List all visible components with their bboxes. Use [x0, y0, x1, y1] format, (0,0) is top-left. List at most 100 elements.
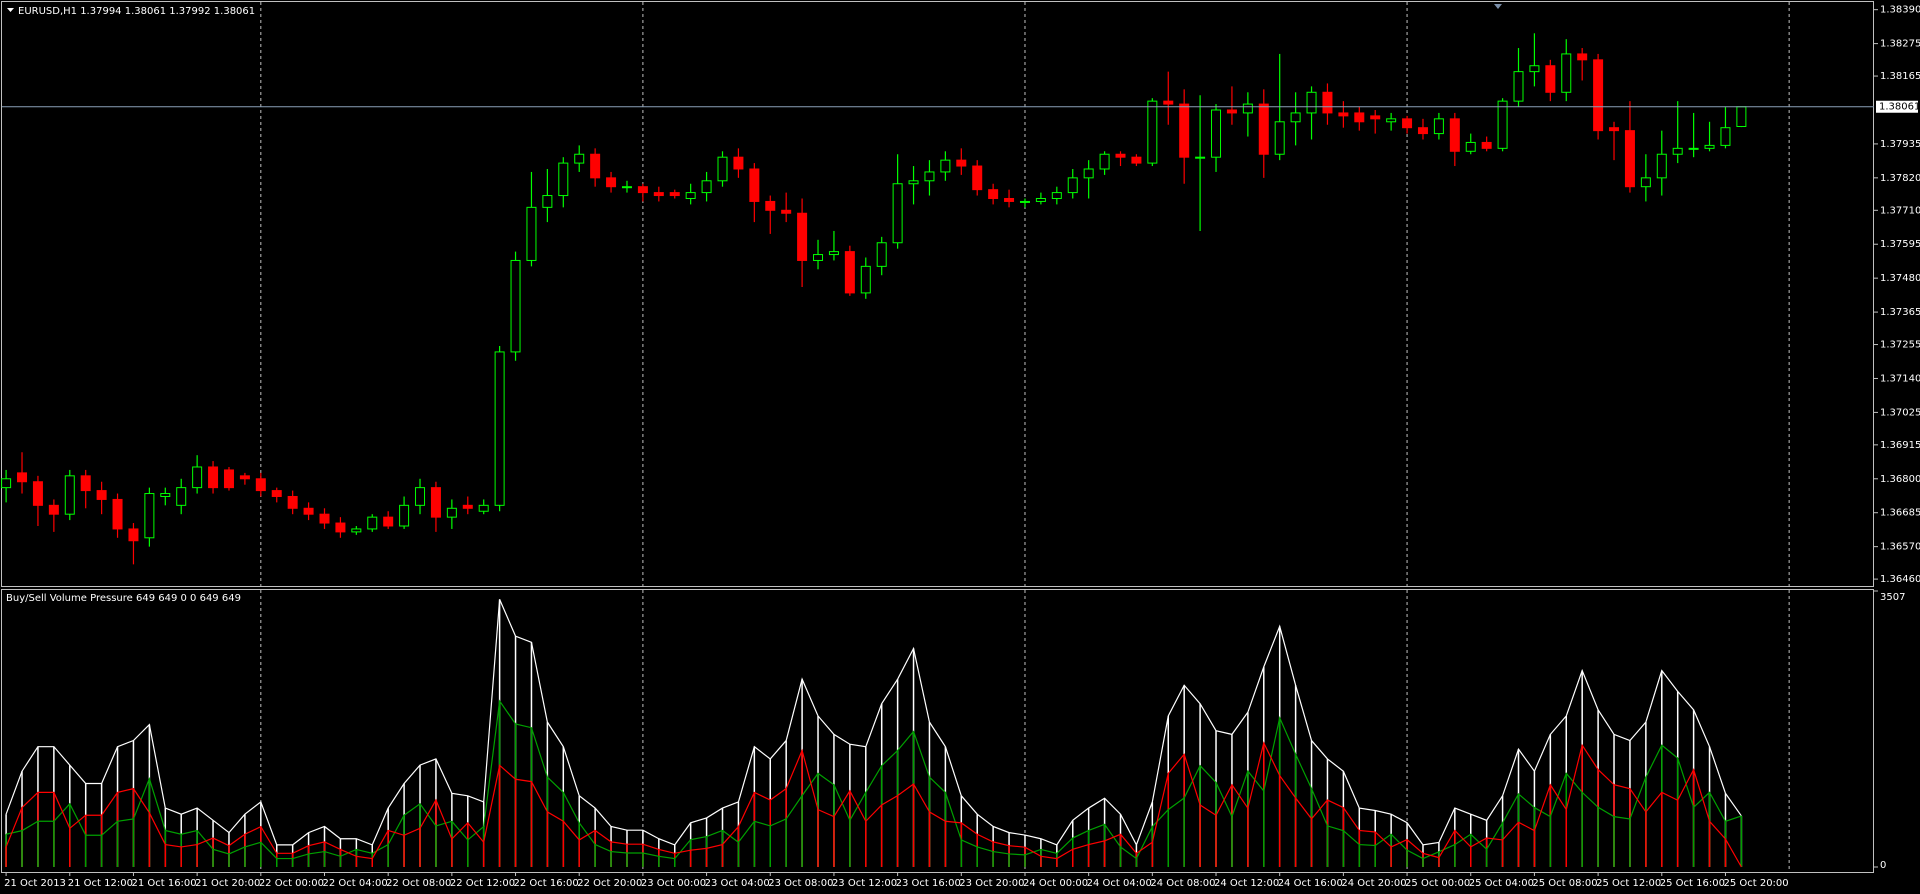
candle-body — [1067, 177, 1078, 194]
y-tick-label: 1.38275 — [1880, 39, 1920, 50]
x-tick-label: 21 Oct 20:00 — [195, 878, 260, 889]
candle-body — [1593, 59, 1604, 132]
candle-body — [1656, 153, 1667, 179]
candle-body — [1449, 118, 1460, 152]
candle-body — [988, 189, 999, 199]
volume-line — [5, 699, 1742, 860]
candle-body — [1290, 112, 1301, 123]
candle-body — [1433, 118, 1444, 135]
candle-body — [908, 180, 919, 185]
candle-body — [828, 251, 839, 256]
candle-body — [1195, 156, 1206, 159]
candle-body — [860, 265, 871, 294]
candle-body — [797, 212, 808, 261]
candle-body — [1338, 112, 1349, 117]
candle-body — [892, 183, 903, 244]
candle-body — [478, 504, 489, 512]
candle-body — [1115, 153, 1126, 158]
candle-body — [48, 504, 59, 515]
candle-body — [1035, 197, 1046, 202]
candle-body — [1640, 177, 1651, 188]
candle-body — [606, 177, 617, 188]
candle-body — [271, 490, 282, 497]
candle-body — [1322, 91, 1333, 114]
candle-body — [367, 516, 378, 530]
candle-body — [669, 192, 680, 197]
candle-body — [1577, 53, 1588, 61]
candle-body — [637, 186, 648, 194]
x-tick-label: 25 Oct 16:00 — [1660, 878, 1725, 889]
candle-body — [96, 490, 107, 500]
candle-body — [510, 259, 521, 353]
candle-body — [303, 507, 314, 515]
candle-body — [1258, 103, 1269, 155]
candle-body — [1624, 130, 1635, 188]
current-price-label: 1.38061 — [1879, 102, 1920, 113]
candle-body — [383, 516, 394, 527]
x-tick-label: 23 Oct 00:00 — [641, 878, 706, 889]
candle-body — [1083, 168, 1094, 179]
candle-body — [80, 475, 91, 492]
candle-body — [239, 475, 250, 480]
x-tick-label: 25 Oct 08:00 — [1532, 878, 1597, 889]
candle-body — [542, 195, 553, 208]
candle-body — [1131, 156, 1142, 164]
candle-body — [335, 522, 346, 533]
volume-line — [5, 741, 1742, 868]
candle-body — [1513, 71, 1524, 102]
x-tick-label: 24 Oct 08:00 — [1150, 878, 1215, 889]
candle-body — [733, 156, 744, 170]
shift-marker[interactable] — [1494, 4, 1502, 9]
candle-body — [1147, 100, 1158, 164]
candle-body — [208, 466, 219, 489]
candle-body — [1704, 144, 1715, 149]
y-tick-label: 1.37595 — [1880, 239, 1920, 250]
candle-body — [972, 165, 983, 191]
x-tick-label: 22 Oct 00:00 — [259, 878, 324, 889]
candle-body — [1226, 109, 1237, 114]
candle-body — [1179, 103, 1190, 158]
x-tick-label: 21 Oct 2013 — [4, 878, 66, 889]
y-tick-label: 1.36685 — [1880, 508, 1920, 519]
y-tick-label: 0 — [1880, 860, 1886, 871]
indicator-plot — [5, 599, 1743, 868]
x-tick-label: 23 Oct 12:00 — [832, 878, 897, 889]
axes: 1.38390 1.38275 1.38165 1.37935 1.37820 1.377… — [4, 5, 1920, 889]
candle-body — [924, 171, 935, 182]
candle-body — [1019, 200, 1030, 203]
y-tick-label: 1.37935 — [1880, 139, 1920, 150]
candle-body — [351, 528, 362, 533]
candle-body — [749, 168, 760, 202]
candle-body — [685, 192, 696, 199]
candle-body — [1545, 65, 1556, 93]
x-tick-label: 21 Oct 12:00 — [68, 878, 133, 889]
candle-body — [255, 478, 266, 492]
y-tick-label: 1.36570 — [1880, 542, 1920, 553]
candle-body — [590, 153, 601, 179]
candle-body — [399, 504, 410, 527]
symbol-menu-arrow[interactable] — [7, 8, 14, 12]
y-tick-label: 1.37820 — [1880, 173, 1920, 184]
candle-body — [765, 200, 776, 211]
candle-body — [876, 242, 887, 267]
candle-body — [1051, 192, 1062, 199]
x-tick-label: 22 Oct 08:00 — [386, 878, 451, 889]
y-tick-label: 1.37365 — [1880, 307, 1920, 318]
candle-body — [1417, 127, 1428, 135]
candle-body — [1720, 127, 1731, 146]
candle-body — [160, 493, 171, 497]
candle-body — [621, 186, 632, 189]
candle-body — [415, 487, 426, 506]
candle-body — [1163, 100, 1174, 105]
x-tick-label: 24 Oct 16:00 — [1278, 878, 1343, 889]
candle-body — [1609, 127, 1620, 132]
x-tick-label: 25 Oct 20:00 — [1723, 878, 1788, 889]
x-tick-label: 22 Oct 12:00 — [450, 878, 515, 889]
candle-body — [1386, 118, 1397, 123]
candle-body — [112, 498, 123, 530]
candle-body — [956, 159, 967, 167]
candle-body — [192, 466, 203, 489]
